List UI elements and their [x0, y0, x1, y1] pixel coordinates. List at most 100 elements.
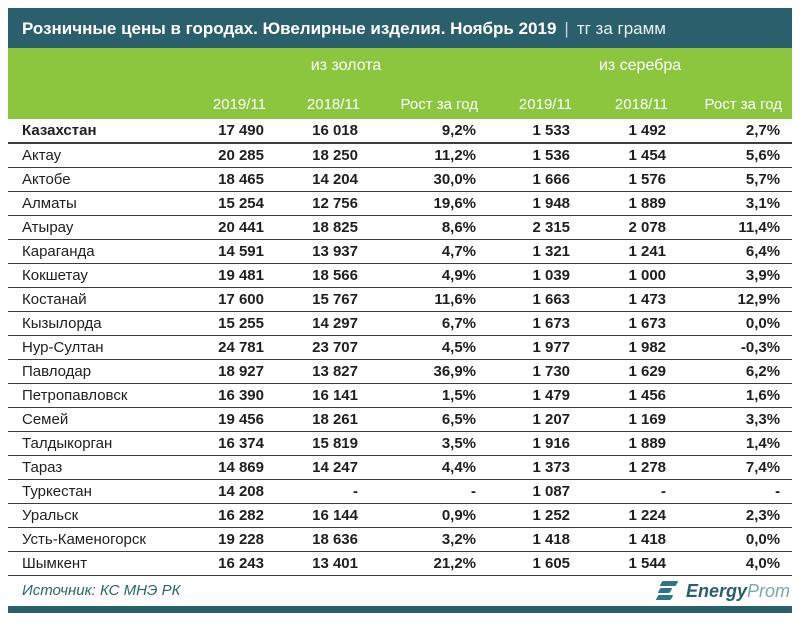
table-cell: 4,7%: [370, 239, 489, 264]
table-row: Нур-Султан 24 781 23 707 4,5% 1 977 1 982 -0,3…: [8, 335, 793, 360]
table-cell: 11,4%: [678, 215, 793, 240]
table-row: Алматы 15 254 12 756 19,6% 1 948 1 889 3,1%: [8, 191, 793, 216]
table-cell: 16 374: [204, 431, 276, 456]
table-cell: 1 456: [582, 383, 679, 408]
title-bar: Розничные цены в городах. Ювелирные изде…: [8, 8, 792, 48]
table-cell: 5,6%: [678, 143, 793, 168]
table-cell: 17 490: [204, 119, 276, 144]
table-row: Костанай 17 600 15 767 11,6% 1 663 1 473 12,9%: [8, 287, 793, 312]
row-city-name: Шымкент: [8, 551, 204, 576]
table-cell: 23 707: [276, 335, 370, 360]
table-cell: 15 819: [276, 431, 370, 456]
table-cell: 8,6%: [370, 215, 489, 240]
title-unit: тг за грамм: [576, 18, 666, 38]
table-cell: 6,7%: [370, 311, 489, 336]
table-cell: 20 285: [204, 143, 276, 168]
row-city-name: Алматы: [8, 191, 204, 216]
title-separator: |: [564, 18, 569, 38]
row-city-name: Атырау: [8, 215, 204, 240]
table-cell: 16 282: [204, 503, 276, 528]
table-cell: 5,7%: [678, 167, 793, 192]
row-city-name: Уральск: [8, 503, 204, 528]
table-cell: 11,6%: [370, 287, 489, 312]
table-cell: 1 373: [488, 455, 583, 480]
table-cell: 19 481: [204, 263, 276, 288]
energyprom-wordmark: EnergyProm: [686, 582, 790, 600]
column-header: Рост за год: [678, 84, 793, 119]
table-cell: 18 927: [204, 359, 276, 384]
table-cell: 18 465: [204, 167, 276, 192]
table-row: Актау 20 285 18 250 11,2% 1 536 1 454 5,6%: [8, 143, 793, 168]
row-city-name: Актау: [8, 143, 204, 168]
table-cell: 12,9%: [678, 287, 793, 312]
table-header: из золота из серебра 2019/11 2018/11 Рост …: [8, 48, 793, 119]
row-city-name: Павлодар: [8, 359, 204, 384]
table-cell: 1 576: [582, 167, 679, 192]
table-row: Туркестан 14 208- -1 087- -: [8, 479, 793, 504]
table-cell: 16 144: [276, 503, 370, 528]
table-row: Талдыкорган 16 374 15 819 3,5% 1 916 1 889 1,4…: [8, 431, 793, 456]
table-cell: 3,9%: [678, 263, 793, 288]
table-row: Петропавловск 16 390 16 141 1,5% 1 479 1 456 1…: [8, 383, 793, 408]
row-city-name: Петропавловск: [8, 383, 204, 408]
energyprom-logo: EnergyProm: [655, 581, 792, 600]
table-cell: 36,9%: [370, 359, 489, 384]
column-header-row: 2019/11 2018/11 Рост за год 2019/11 2018/11 Р…: [8, 84, 793, 119]
table-cell: 15 255: [204, 311, 276, 336]
table-cell: 1 916: [488, 431, 583, 456]
column-header: Рост за год: [370, 84, 489, 119]
table-cell: 15 767: [276, 287, 370, 312]
table-row: Атырау 20 441 18 825 8,6% 2 315 2 078 11,4%: [8, 215, 793, 240]
row-city-name: Актобе: [8, 167, 204, 192]
report-title: Розничные цены в городах. Ювелирные изде…: [22, 18, 557, 38]
table-cell: 1 544: [582, 551, 679, 576]
table-cell: 2 315: [488, 215, 583, 240]
table-cell: 14 297: [276, 311, 370, 336]
table-cell: 1 629: [582, 359, 679, 384]
table-cell: 1 169: [582, 407, 679, 432]
row-city-name: Караганда: [8, 239, 204, 264]
table-cell: 1 418: [488, 527, 583, 552]
row-city-name: Усть-Каменогорск: [8, 527, 204, 552]
table-cell: 3,5%: [370, 431, 489, 456]
table-cell: 0,9%: [370, 503, 489, 528]
table-row: Тараз 14 869 14 247 4,4% 1 373 1 278 7,4%: [8, 455, 793, 480]
report-card: Розничные цены в городах. Ювелирные изде…: [8, 8, 793, 613]
table-cell: -: [276, 479, 370, 504]
table-cell: 1 039: [488, 263, 583, 288]
table-cell: 14 208: [204, 479, 276, 504]
table-row: Караганда 14 591 13 937 4,7% 1 321 1 241 6,4%: [8, 239, 793, 264]
table-cell: 16 018: [276, 119, 370, 144]
table-cell: 14 204: [276, 167, 370, 192]
table-cell: 4,5%: [370, 335, 489, 360]
column-header: 2018/11: [276, 84, 370, 119]
group-header-gold: из золота: [204, 48, 489, 84]
table-cell: 1 666: [488, 167, 583, 192]
table-cell: 16 141: [276, 383, 370, 408]
table-cell: -: [582, 479, 679, 504]
table-cell: 1 889: [582, 431, 679, 456]
table-cell: 1 889: [582, 191, 679, 216]
table-cell: 6,2%: [678, 359, 793, 384]
table-cell: 21,2%: [370, 551, 489, 576]
row-city-name: Казахстан: [8, 119, 204, 144]
energyprom-icon: [655, 581, 681, 600]
table-cell: 1 454: [582, 143, 679, 168]
table-row: Усть-Каменогорск 19 228 18 636 3,2% 1 418 1 4…: [8, 527, 793, 552]
table-row: Павлодар 18 927 13 827 36,9% 1 730 1 629 6,2%: [8, 359, 793, 384]
table-cell: 1 673: [488, 311, 583, 336]
logo-text-bold: Energy: [685, 580, 747, 601]
table-cell: 17 600: [204, 287, 276, 312]
table-cell: 16 390: [204, 383, 276, 408]
row-city-name: Тараз: [8, 455, 204, 480]
bottom-bar: [8, 605, 792, 613]
table-cell: 1 224: [582, 503, 679, 528]
city-column-header: [8, 48, 204, 84]
table-cell: 19,6%: [370, 191, 489, 216]
table-cell: 1 000: [582, 263, 679, 288]
table-row: Кызылорда 15 255 14 297 6,7% 1 673 1 673 0,0%: [8, 311, 793, 336]
table-cell: 1 730: [488, 359, 583, 384]
table-cell: 4,0%: [678, 551, 793, 576]
table-cell: 1 241: [582, 239, 679, 264]
table-cell: 2,3%: [678, 503, 793, 528]
